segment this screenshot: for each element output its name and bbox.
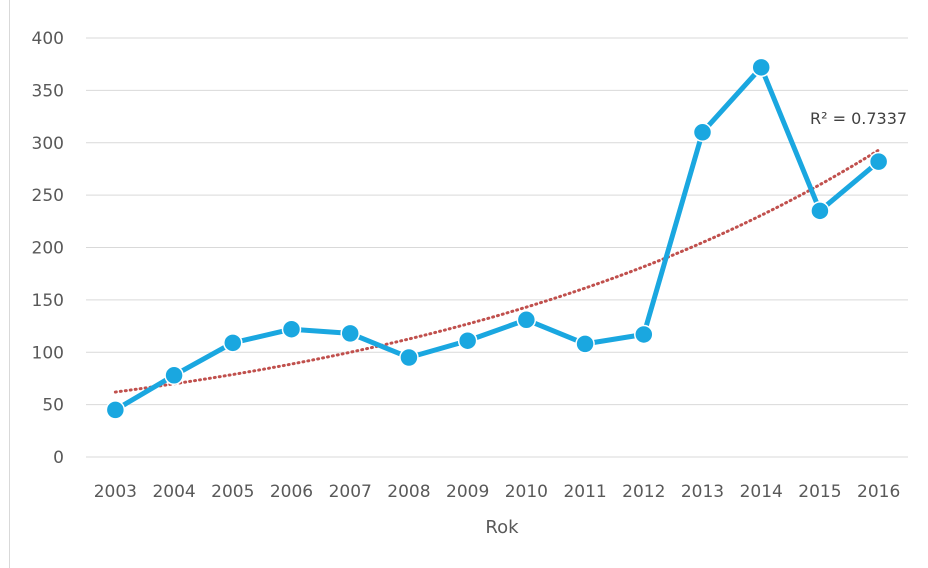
x-tick-label: 2015 bbox=[798, 482, 841, 502]
data-point bbox=[164, 365, 184, 386]
data-point bbox=[868, 151, 889, 172]
gridlines bbox=[86, 37, 908, 458]
x-tick-label: 2013 bbox=[681, 482, 724, 502]
x-axis-title: Rok bbox=[485, 517, 519, 538]
x-tick-label: 2010 bbox=[505, 482, 548, 502]
x-tick-label: 2005 bbox=[211, 482, 254, 502]
y-tick-label: 400 bbox=[32, 29, 64, 49]
data-point bbox=[281, 319, 302, 339]
data-point bbox=[575, 334, 595, 354]
r-squared-label: R² = 0.7337 bbox=[810, 109, 907, 128]
chart-frame-border bbox=[9, 0, 10, 568]
x-tick-label: 2003 bbox=[94, 482, 137, 502]
data-point bbox=[751, 57, 771, 78]
x-tick-label: 2012 bbox=[622, 482, 665, 502]
y-tick-label: 300 bbox=[32, 134, 64, 154]
y-tick-label: 100 bbox=[32, 343, 64, 363]
x-tick-label: 2014 bbox=[740, 482, 783, 502]
data-point bbox=[399, 347, 419, 368]
y-axis-ticks: 0 50 100 150 200 250 300 350 400 bbox=[32, 29, 64, 468]
y-tick-label: 200 bbox=[32, 239, 64, 259]
x-tick-label: 2011 bbox=[563, 482, 606, 502]
y-tick-label: 250 bbox=[32, 186, 64, 206]
x-tick-label: 2009 bbox=[446, 482, 489, 502]
y-tick-label: 350 bbox=[32, 81, 64, 101]
data-point bbox=[810, 201, 830, 221]
x-tick-label: 2006 bbox=[270, 482, 313, 502]
x-tick-label: 2016 bbox=[857, 482, 900, 502]
y-tick-label: 0 bbox=[53, 448, 64, 468]
data-point bbox=[223, 333, 243, 353]
data-point bbox=[105, 400, 126, 420]
trendline bbox=[113, 148, 881, 394]
data-point bbox=[340, 323, 360, 344]
series bbox=[105, 57, 889, 420]
data-point bbox=[516, 310, 537, 330]
data-point bbox=[457, 330, 478, 351]
trendline-path bbox=[113, 148, 881, 394]
y-tick-label: 50 bbox=[42, 396, 64, 416]
y-tick-label: 150 bbox=[32, 291, 64, 311]
x-tick-label: 2007 bbox=[329, 482, 372, 502]
x-axis-ticks: 2003 2004 2005 2006 2007 2008 2009 2010 2011 2012… bbox=[94, 482, 901, 502]
series-line bbox=[112, 64, 882, 413]
x-tick-label: 2008 bbox=[387, 482, 430, 502]
x-tick-label: 2004 bbox=[152, 482, 195, 502]
data-point bbox=[634, 324, 654, 345]
data-point bbox=[692, 122, 713, 143]
